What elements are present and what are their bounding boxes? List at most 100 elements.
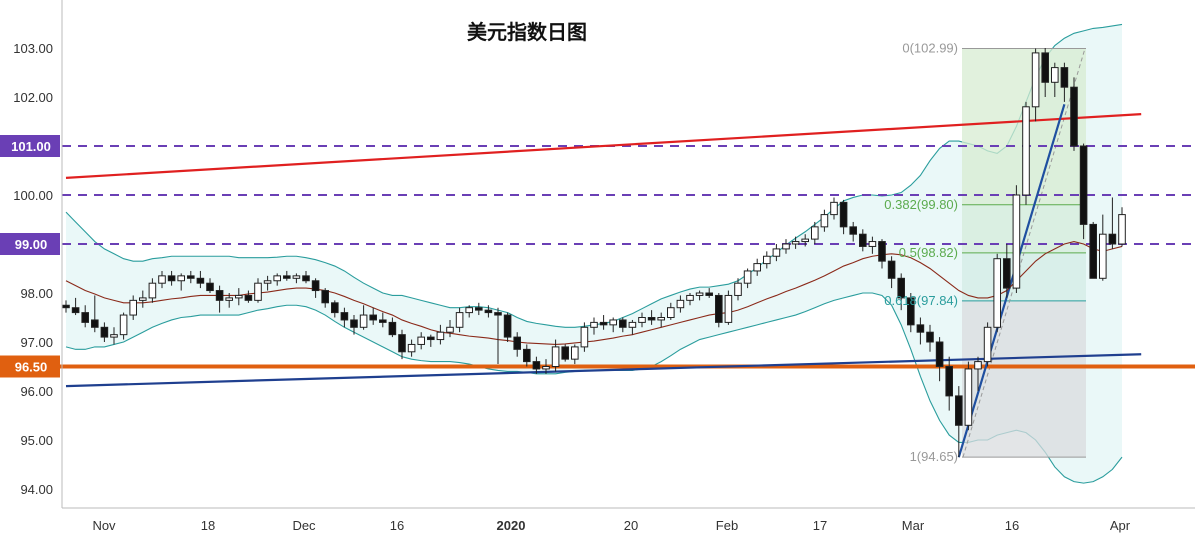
candle-body — [1022, 106, 1030, 196]
candle-body — [887, 260, 896, 279]
candle-body — [321, 290, 329, 304]
candle-body — [407, 343, 416, 353]
candle-body — [782, 243, 790, 250]
candle — [667, 302, 675, 320]
candle-body — [1031, 52, 1040, 108]
candle-body — [119, 314, 128, 336]
candle — [830, 197, 838, 220]
candle — [475, 302, 483, 316]
candle — [398, 329, 406, 360]
x-tick-label: 17 — [813, 518, 827, 533]
candle-body — [907, 297, 915, 326]
candle-body — [139, 297, 147, 301]
candle — [340, 307, 349, 328]
fib-level-label: 0.618(97.84) — [884, 293, 958, 308]
candle-body — [619, 319, 627, 328]
candle — [955, 386, 963, 458]
candle — [244, 290, 253, 303]
candle — [763, 251, 771, 269]
candle-body — [494, 312, 502, 316]
candle-body — [446, 326, 454, 333]
candle — [743, 268, 752, 289]
candle — [465, 305, 473, 318]
candle — [359, 305, 368, 330]
candle-body — [503, 314, 512, 338]
candle-body — [705, 292, 714, 296]
candle-body — [465, 307, 473, 314]
candle-body — [935, 341, 944, 367]
candle — [849, 221, 858, 242]
candle — [167, 270, 176, 286]
candle — [571, 344, 579, 365]
candle-body — [436, 331, 445, 341]
candle — [686, 293, 694, 306]
candle — [388, 317, 397, 338]
candle — [801, 234, 810, 247]
candle-body — [647, 317, 656, 321]
candle-body — [484, 309, 493, 314]
candle — [177, 273, 185, 291]
candle — [206, 278, 214, 293]
candle — [455, 307, 464, 333]
candle — [1089, 221, 1098, 279]
candle — [532, 356, 541, 374]
candle-body — [263, 280, 272, 284]
candle — [974, 356, 982, 391]
trendline-resistance — [65, 113, 1142, 179]
candle — [782, 239, 790, 254]
candle — [839, 199, 848, 235]
candle-body — [859, 233, 867, 247]
y-tick-label: 102.00 — [13, 90, 53, 105]
candle-body — [369, 314, 377, 321]
x-tick-label: Apr — [1110, 518, 1131, 533]
candle-body — [331, 302, 339, 314]
candle-body — [657, 317, 666, 321]
candle — [897, 273, 906, 311]
candle — [647, 310, 656, 325]
candle — [484, 305, 493, 318]
candle — [119, 312, 128, 340]
candle-body — [523, 348, 531, 363]
candle — [369, 307, 377, 325]
candle — [859, 229, 867, 252]
candle-body — [590, 321, 598, 328]
candle — [331, 300, 339, 318]
x-tick-label: Nov — [92, 518, 116, 533]
candle — [446, 319, 454, 338]
candle-body — [350, 319, 358, 328]
candle-body — [724, 294, 733, 323]
trendline-rally — [957, 104, 1066, 458]
x-tick-label: 20 — [624, 518, 638, 533]
candle-body — [839, 201, 848, 228]
candle — [619, 317, 627, 333]
candle — [964, 361, 973, 431]
candle-body — [743, 270, 752, 284]
candle-body — [1003, 258, 1011, 289]
candle-body — [926, 331, 934, 343]
candle — [676, 295, 685, 313]
candle-body — [993, 258, 1002, 328]
candle — [916, 317, 925, 345]
candle — [580, 322, 589, 352]
candle-body — [955, 395, 963, 426]
candle — [1031, 48, 1040, 122]
candle-body — [177, 275, 185, 282]
y-tick-label: 96.00 — [20, 384, 53, 399]
candle — [811, 221, 819, 244]
candle — [878, 239, 886, 269]
price-badge-label: 99.00 — [15, 237, 48, 252]
candle — [628, 319, 637, 335]
candle-body — [273, 275, 281, 282]
candle-body — [686, 294, 694, 301]
candle — [225, 293, 233, 308]
candle-body — [302, 275, 310, 282]
fibonacci-labels: 0(102.99) 0.382(99.80) 0.5(98.82) 0.618(97.… — [884, 40, 958, 464]
candle-body — [359, 314, 368, 328]
x-tick-label: 2020 — [497, 518, 526, 533]
candle — [1079, 143, 1088, 240]
fib-zone — [962, 204, 1086, 253]
candle — [196, 270, 205, 289]
candle — [148, 278, 157, 303]
candle-body — [628, 321, 637, 328]
